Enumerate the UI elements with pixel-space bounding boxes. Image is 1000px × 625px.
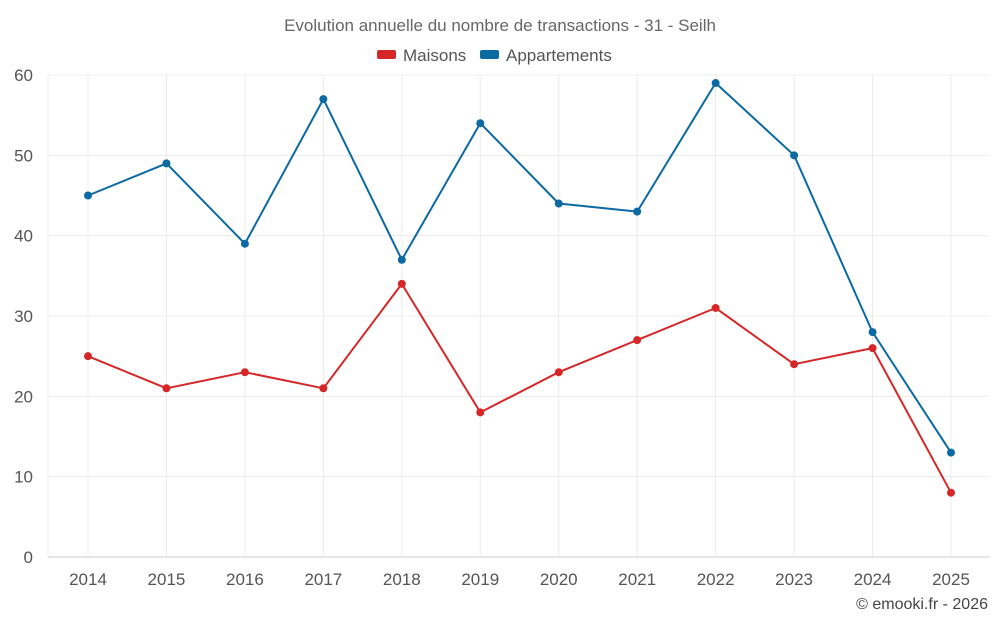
data-point-appartements-2020 [554,199,563,208]
x-tick-label: 2024 [854,570,892,589]
y-tick-label: 10 [14,468,33,487]
x-tick-label: 2016 [226,570,264,589]
x-axis: 2014 2015 2016 2017 2018 2019 2020 2021 2022 2023… [69,570,970,589]
gridlines [47,74,990,558]
x-tick-label: 2020 [540,570,578,589]
data-point-appartements-2025 [947,448,955,457]
x-tick-label: 2019 [461,570,499,589]
y-axis: 0 10 20 30 40 50 60 [14,66,33,567]
y-tick-label: 60 [14,66,33,85]
x-tick-label: 2023 [775,570,813,589]
series-line-maisons [87,282,952,494]
data-point-maisons-2020 [554,368,563,377]
data-point-maisons-2022 [711,303,720,312]
x-tick-label: 2014 [69,570,107,589]
x-tick-label: 2022 [697,570,735,589]
series-line-appartements [87,82,952,454]
x-tick-label: 2021 [618,570,656,589]
y-tick-label: 40 [14,227,33,246]
legend-swatch-maisons [377,50,396,59]
series-lines [84,79,955,497]
data-point-maisons-2019 [476,408,485,417]
chart-title: Evolution annuelle du nombre de transact… [284,16,716,35]
data-point-maisons-2021 [633,336,642,345]
x-tick-label: 2015 [148,570,186,589]
data-point-appartements-2021 [633,207,642,216]
x-tick-label: 2025 [932,570,970,589]
y-tick-label: 30 [14,307,33,326]
credit-text: © emooki.fr - 2026 [856,596,988,613]
data-point-appartements-2018 [397,255,406,264]
data-point-appartements-2016 [240,239,249,248]
data-point-appartements-2022 [711,79,720,88]
y-tick-label: 50 [14,146,33,165]
legend-label-maisons: Maisons [403,46,466,65]
x-tick-label: 2017 [304,570,342,589]
legend-swatch-appartements [480,50,499,59]
data-point-maisons-2023 [790,360,799,369]
data-point-maisons-2014 [84,352,92,361]
data-point-maisons-2025 [947,488,955,497]
x-tick-label: 2018 [383,570,421,589]
data-point-appartements-2019 [476,119,485,128]
y-tick-label: 0 [24,548,33,567]
data-point-maisons-2017 [319,384,328,393]
data-point-appartements-2014 [84,191,92,200]
data-point-appartements-2024 [868,328,877,337]
data-point-maisons-2018 [397,279,406,288]
legend-label-appartements: Appartements [506,46,612,65]
legend: Maisons Appartements [377,46,612,65]
data-point-appartements-2023 [790,151,799,160]
y-tick-label: 20 [14,387,33,406]
data-point-maisons-2024 [868,344,877,353]
data-point-maisons-2015 [162,384,171,393]
data-point-appartements-2017 [319,95,328,104]
data-point-maisons-2016 [240,368,249,377]
data-point-appartements-2015 [162,159,171,168]
